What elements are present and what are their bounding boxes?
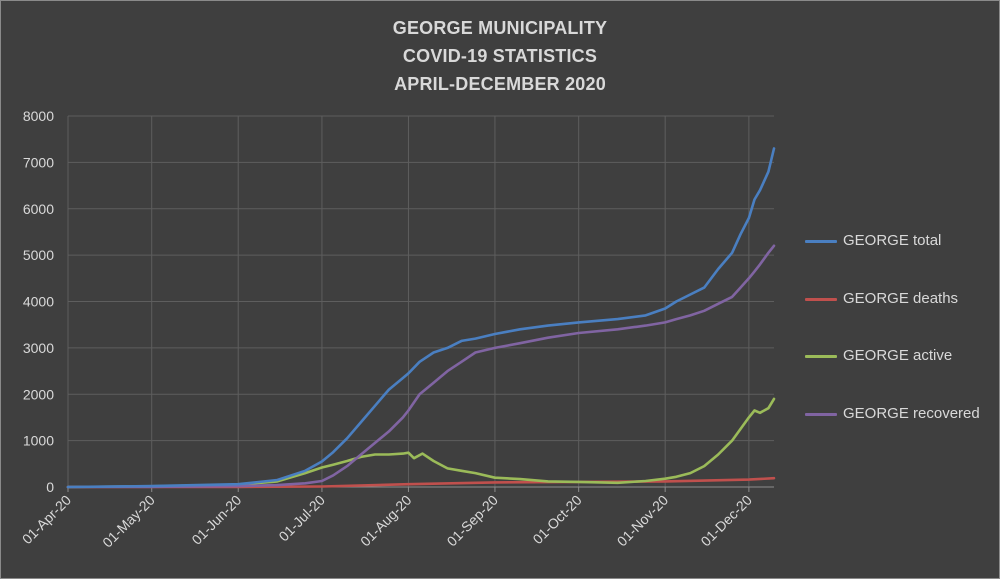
legend-label-deaths: GEORGE deaths: [843, 290, 959, 307]
x-tick-label: 01-Oct-20: [529, 492, 584, 547]
x-tick-label: 01-Jul-20: [275, 492, 328, 545]
legend-label-recovered: GEORGE recovered: [843, 405, 980, 422]
x-tick-label: 01-Apr-20: [19, 492, 74, 547]
y-tick-label: 6000: [23, 201, 54, 217]
legend-label-total: GEORGE total: [843, 232, 942, 249]
x-tick-label: 01-Sep-20: [444, 492, 502, 550]
grid: [68, 115, 774, 487]
y-tick-label: 3000: [23, 340, 54, 356]
y-tick-label: 1000: [23, 433, 54, 449]
legend-swatch-deaths: [805, 298, 837, 301]
x-tick-label: 01-Nov-20: [614, 492, 672, 550]
series-line-george-total: [66, 147, 776, 489]
legend-swatch-total: [805, 240, 837, 243]
chart-title-line-2: COVID-19 STATISTICS: [402, 46, 598, 66]
chart-title-line-1: GEORGE MUNICIPALITY: [392, 18, 608, 38]
x-tick-label: 01-Jun-20: [188, 492, 244, 548]
y-tick-label: 5000: [23, 247, 54, 263]
chart-title-line-3: APRIL-DECEMBER 2020: [394, 74, 606, 94]
x-tick-label: 01-Dec-20: [697, 492, 755, 550]
x-tick-label: 01-May-20: [99, 492, 158, 551]
y-tick-label: 8000: [23, 108, 54, 124]
legend-label-active: GEORGE active: [843, 347, 953, 364]
x-tick-label: 01-Aug-20: [357, 492, 415, 550]
legend-swatch-recovered: [805, 413, 837, 416]
series-lines: [66, 147, 776, 489]
series-line-george-recovered: [66, 244, 776, 489]
y-tick-label: 0: [46, 479, 54, 495]
y-tick-label: 2000: [23, 386, 54, 402]
series-line-george-deaths: [66, 476, 776, 489]
y-tick-label: 7000: [23, 154, 54, 170]
legend-swatch-active: [805, 355, 837, 358]
y-tick-label: 4000: [23, 294, 54, 310]
series-line-george-active: [66, 397, 776, 489]
